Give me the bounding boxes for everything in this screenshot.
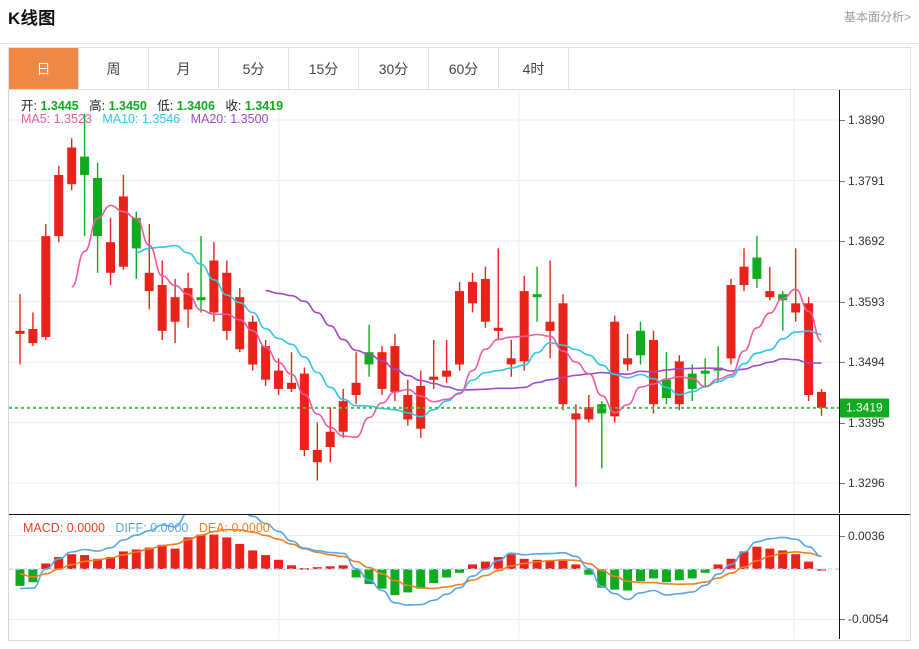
dea-value: 0.0000 — [231, 521, 270, 535]
price-tick-mark — [840, 120, 845, 121]
tab-2[interactable]: 月 — [149, 48, 219, 89]
timeframe-tabbar: 日周月 5分 15分 30分 60分 4时 — [8, 47, 911, 90]
macd-tick-mark — [840, 619, 845, 621]
macd-tick-label: -0.0054 — [848, 612, 889, 627]
ma20-label: MA20: — [190, 112, 227, 126]
fundamental-analysis-link[interactable]: 基本面分析> — [843, 10, 911, 24]
price-tick-mark — [840, 180, 845, 182]
macd-pane: 0.0036 -0.0054 MACD: 0.0000 DIFF: 0.0000 … — [9, 514, 910, 639]
open-value: 1.3445 — [40, 99, 79, 113]
macd-plot[interactable] — [9, 515, 839, 639]
low-label: 低: — [157, 99, 174, 113]
price-tick-mark — [840, 362, 845, 363]
tab-1[interactable]: 周 — [79, 48, 149, 89]
close-label: 收: — [225, 99, 242, 113]
ma-readout: MA5: 1.3523 MA10: 1.3546 MA20: 1.3500 — [21, 112, 268, 126]
ohlc-readout: 开: 1.3445 高: 1.3450 低: 1.3406 收: 1.3419 — [21, 95, 283, 114]
price-tick-label: 1.3494 — [848, 355, 885, 369]
tabbar-filler — [569, 48, 910, 89]
ma5-value: 1.3523 — [53, 112, 92, 126]
dea-label: DEA: — [198, 521, 228, 535]
ma10-value: 1.3546 — [141, 112, 181, 126]
ma10-label: MA10: — [102, 112, 139, 126]
macd-axis: 0.0036 -0.0054 — [839, 515, 910, 639]
chart-container: 1.3890 1.3791 1.3692 1.3593 1.3494 1.3395 1.32… — [8, 90, 911, 641]
tab-7[interactable]: 4时 — [499, 48, 569, 89]
price-axis: 1.3890 1.3791 1.3692 1.3593 1.3494 1.3395 1.32… — [839, 90, 910, 513]
price-tick-label: 1.3296 — [848, 476, 885, 490]
diff-value: 0.0000 — [150, 521, 189, 535]
price-tick-label: 1.3593 — [848, 294, 885, 309]
macd-label: MACD: — [23, 521, 64, 535]
high-value: 1.3450 — [108, 99, 147, 113]
price-plot[interactable] — [9, 90, 839, 513]
tab-6[interactable]: 60分 — [429, 48, 499, 89]
ma5-label: MA5: — [21, 112, 51, 126]
price-tick-label: 1.3890 — [848, 113, 885, 127]
price-tick-mark — [840, 422, 845, 424]
macd-tick-label: 0.0036 — [848, 528, 885, 543]
tab-3[interactable]: 5分 — [219, 48, 289, 89]
low-value: 1.3406 — [176, 99, 215, 113]
tab-4[interactable]: 15分 — [289, 48, 359, 89]
price-tick-label: 1.3791 — [848, 173, 885, 188]
tab-5[interactable]: 30分 — [359, 48, 429, 89]
macd-value: 0.0000 — [66, 521, 105, 535]
page-title: K线图 — [8, 9, 56, 28]
price-tick-label: 1.3692 — [848, 234, 885, 248]
price-tick-mark — [840, 301, 845, 303]
price-pane: 1.3890 1.3791 1.3692 1.3593 1.3494 1.3395 1.32… — [9, 90, 910, 513]
tab-0[interactable]: 日 — [9, 48, 79, 89]
open-label: 开: — [21, 99, 37, 113]
page-header: K线图 基本面分析> — [0, 0, 919, 44]
macd-tick-mark — [840, 535, 845, 537]
high-label: 高: — [89, 99, 106, 113]
ma20-value: 1.3500 — [230, 112, 269, 126]
price-tick-label: 1.3395 — [848, 415, 885, 430]
close-value: 1.3419 — [244, 99, 284, 113]
current-price-badge: 1.3419 — [840, 398, 889, 418]
diff-label: DIFF: — [115, 521, 147, 535]
macd-legend: MACD: 0.0000 DIFF: 0.0000 DEA: 0.0000 — [23, 521, 270, 535]
price-tick-mark — [840, 241, 845, 242]
price-tick-mark — [840, 483, 845, 484]
